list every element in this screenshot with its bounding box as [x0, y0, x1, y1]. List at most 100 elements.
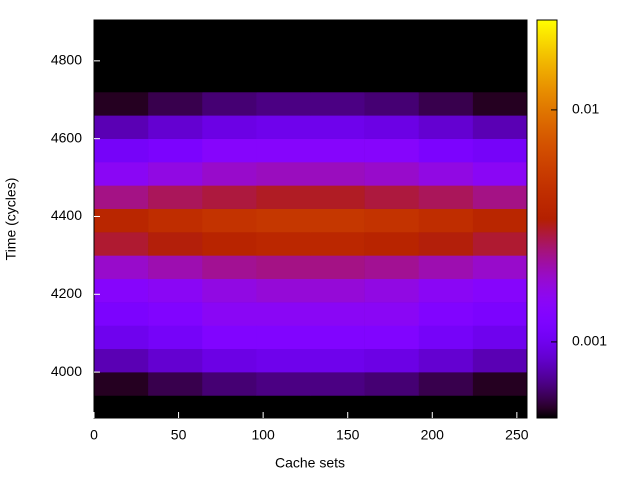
heatmap-cell	[148, 302, 203, 326]
heatmap-cell	[418, 348, 474, 373]
heatmap-cell	[148, 91, 203, 116]
heatmap-cell	[418, 278, 474, 303]
heatmap-cell	[364, 325, 420, 350]
heatmap-cell	[310, 45, 365, 69]
heatmap-cell	[418, 302, 474, 326]
x-axis-label: Cache sets	[275, 455, 345, 471]
heatmap-cell	[256, 91, 311, 116]
heatmap-cell	[364, 138, 420, 163]
heatmap-cell	[472, 395, 528, 419]
heatmap-cell	[94, 208, 149, 233]
heatmap-cell	[148, 68, 203, 93]
heatmap-cell	[472, 45, 528, 69]
heatmap-cell	[94, 372, 149, 396]
y-tick-label: 4600	[51, 129, 82, 145]
heatmap-cell	[148, 45, 203, 69]
heatmap-cell	[310, 115, 365, 139]
heatmap-cell	[418, 185, 474, 209]
heatmap-cell	[364, 232, 420, 256]
heatmap-cell	[256, 68, 311, 93]
heatmap-cell	[202, 278, 257, 303]
heatmap-cell	[256, 348, 311, 373]
heatmap-cell	[472, 68, 528, 93]
heatmap-cell	[472, 325, 528, 350]
heatmap-cell	[472, 232, 528, 256]
heatmap-cell	[364, 162, 420, 186]
heatmap-cell	[94, 278, 149, 303]
heatmap-cell	[202, 91, 257, 116]
x-tick-label: 150	[336, 427, 360, 443]
heatmap-cell	[202, 162, 257, 186]
heatmap-cell	[148, 208, 203, 233]
heatmap-cell	[94, 395, 149, 419]
heatmap-cell	[310, 348, 365, 373]
x-tick-label: 50	[171, 427, 187, 443]
heatmap-cell	[94, 232, 149, 256]
heatmap-cell	[418, 21, 474, 46]
heatmap-cell	[364, 115, 420, 139]
heatmap-cell	[364, 21, 420, 46]
heatmap-cell	[472, 185, 528, 209]
heatmap-cell	[418, 208, 474, 233]
heatmap-cell	[94, 162, 149, 186]
heatmap-cell	[148, 395, 203, 419]
colorbar-tick-label: 0.001	[572, 333, 607, 349]
heatmap-cell	[256, 162, 311, 186]
heatmap-cell	[364, 255, 420, 280]
heatmap-cell	[202, 348, 257, 373]
heatmap-cell	[148, 255, 203, 280]
heatmap-cell	[310, 395, 365, 419]
heatmap-cell	[310, 68, 365, 93]
heatmap-cell	[256, 372, 311, 396]
heatmap-cell	[148, 138, 203, 163]
heatmap-cell	[256, 208, 311, 233]
heatmap-cell	[148, 278, 203, 303]
heatmap-cell	[364, 395, 420, 419]
heatmap-cell	[94, 185, 149, 209]
heatmap-cell	[148, 185, 203, 209]
heatmap-cell	[94, 21, 149, 46]
heatmap-cell	[256, 255, 311, 280]
heatmap-cell	[256, 325, 311, 350]
heatmap-cell	[418, 138, 474, 163]
heatmap-cell	[148, 348, 203, 373]
heatmap-cell	[472, 91, 528, 116]
heatmap-cell	[364, 302, 420, 326]
heatmap-cell	[418, 232, 474, 256]
x-tick-label: 100	[251, 427, 275, 443]
heatmap-cell	[94, 325, 149, 350]
y-tick-label: 4800	[51, 52, 82, 68]
heatmap-cell	[310, 372, 365, 396]
heatmap-cell	[418, 255, 474, 280]
heatmap-cell	[202, 395, 257, 419]
heatmap-cell	[256, 45, 311, 69]
heatmap-cell	[94, 138, 149, 163]
heatmap-cell	[310, 325, 365, 350]
heatmap-cell	[202, 45, 257, 69]
heatmap-cell	[94, 115, 149, 139]
heatmap-cell	[202, 372, 257, 396]
heatmap-cell	[364, 208, 420, 233]
heatmap-cell	[94, 68, 149, 93]
heatmap-cell	[256, 395, 311, 419]
heatmap-cell	[310, 138, 365, 163]
heatmap-cell	[202, 232, 257, 256]
heatmap-cell	[472, 138, 528, 163]
colorbar-tick-label: 0.01	[572, 101, 599, 117]
plot-frame	[93, 19, 528, 419]
heatmap-cell	[364, 372, 420, 396]
heatmap-cell	[310, 302, 365, 326]
heatmap-cell	[148, 372, 203, 396]
heatmap-cell	[310, 208, 365, 233]
heatmap-cell	[310, 278, 365, 303]
heatmap-cell	[418, 91, 474, 116]
heatmap-cell	[202, 325, 257, 350]
x-tick-label: 200	[421, 427, 445, 443]
heatmap-cell	[418, 372, 474, 396]
heatmap-cell	[202, 185, 257, 209]
x-tick-label: 250	[505, 427, 529, 443]
heatmap-cell	[472, 162, 528, 186]
heatmap-cell	[310, 21, 365, 46]
heatmap-cell	[148, 325, 203, 350]
